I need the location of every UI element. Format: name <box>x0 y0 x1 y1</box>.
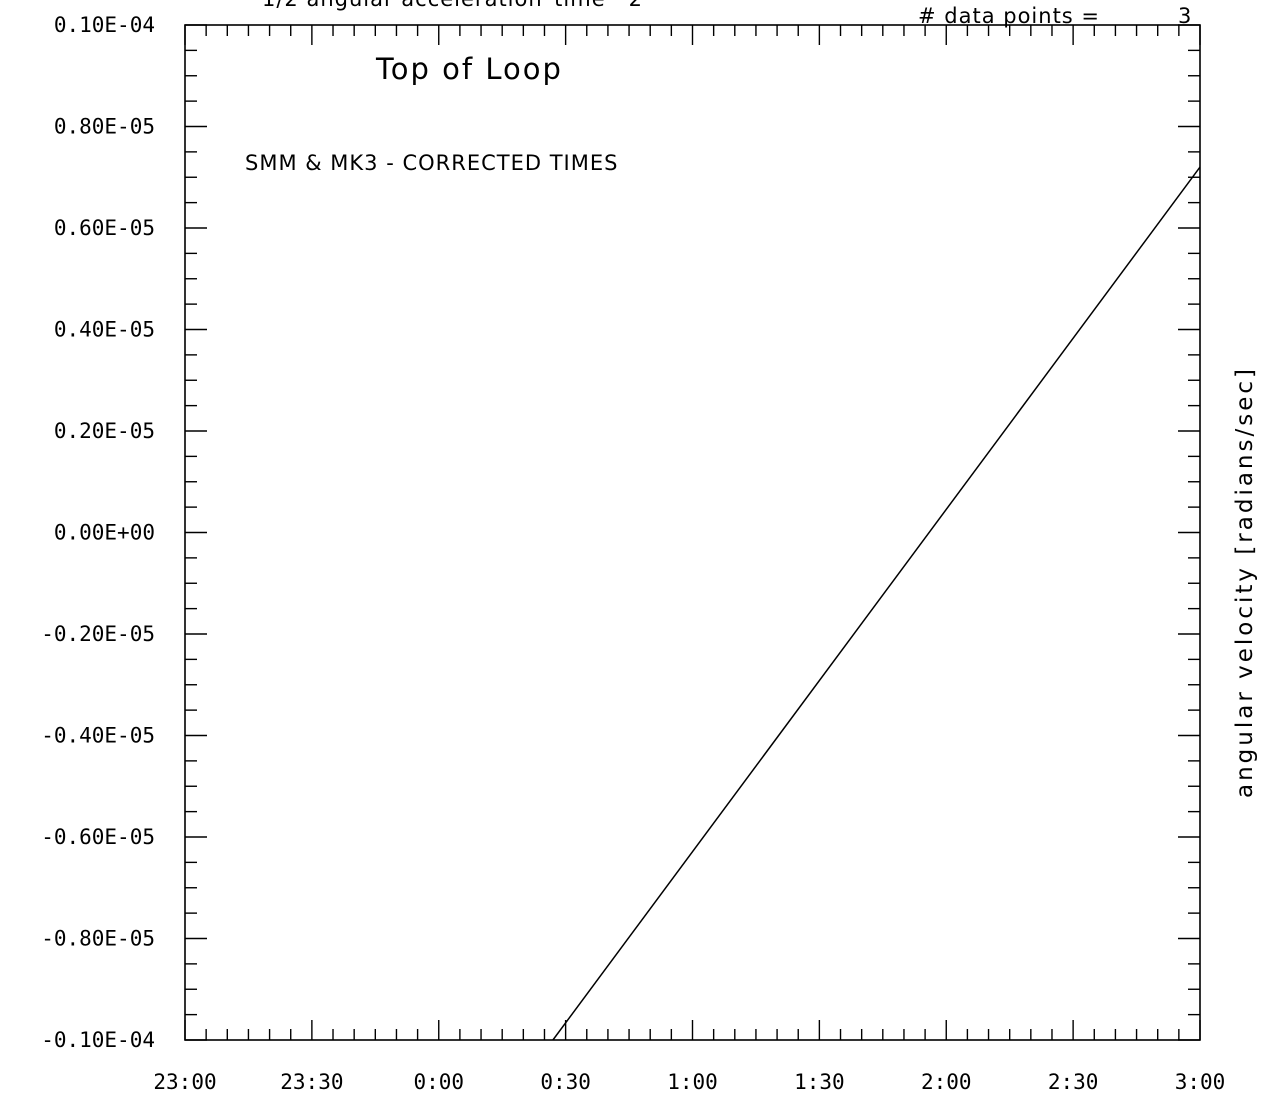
y-tick-label: -0.40E-05 <box>41 724 155 748</box>
x-tick-label: 1:00 <box>667 1070 718 1094</box>
y-tick-label: 0.10E-04 <box>54 13 155 37</box>
x-tick-label: 2:00 <box>921 1070 972 1094</box>
panel-title: Top of Loop <box>375 52 563 86</box>
x-tick-label: 0:30 <box>540 1070 591 1094</box>
y-tick-label: 0.20E-05 <box>54 419 155 443</box>
y-tick-label: -0.10E-04 <box>41 1028 155 1052</box>
data-points-label: # data points = <box>918 4 1100 28</box>
y-tick-label: 0.00E+00 <box>54 521 155 545</box>
x-tick-labels: 23:00 23:30 0:00 0:30 1:00 1:30 2:00 2:30 3:00 <box>153 1070 1225 1094</box>
axis-ticks <box>184 24 1201 1041</box>
x-tick-label: 3:00 <box>1175 1070 1226 1094</box>
x-tick-label: 2:30 <box>1048 1070 1099 1094</box>
chart-subtitle: SMM & MK3 - CORRECTED TIMES <box>245 151 618 175</box>
plot-frame <box>184 24 1201 1041</box>
x-tick-label: 0:00 <box>413 1070 464 1094</box>
y-tick-label: 0.80E-05 <box>54 115 155 139</box>
y-tick-label: -0.20E-05 <box>41 622 155 646</box>
data-points-value: 3 <box>1178 4 1192 28</box>
series-layer <box>552 166 1201 1041</box>
y-tick-label: -0.60E-05 <box>41 825 155 849</box>
x-tick-label: 23:30 <box>280 1070 343 1094</box>
y-tick-label: 0.40E-05 <box>54 318 155 342</box>
chart-title: 1/2 angular acceleration*time**2 <box>262 0 643 11</box>
y-tick-labels: 0.10E-04 0.80E-05 0.60E-05 0.40E-05 0.20E-05… <box>41 13 155 1052</box>
y-tick-label: 0.60E-05 <box>54 216 155 240</box>
x-tick-label: 1:30 <box>794 1070 845 1094</box>
x-tick-label: 23:00 <box>153 1070 216 1094</box>
y-axis-label: angular velocity [radians/sec] <box>1232 366 1258 798</box>
series-line <box>552 166 1201 1041</box>
y-tick-label: -0.80E-05 <box>41 927 155 951</box>
